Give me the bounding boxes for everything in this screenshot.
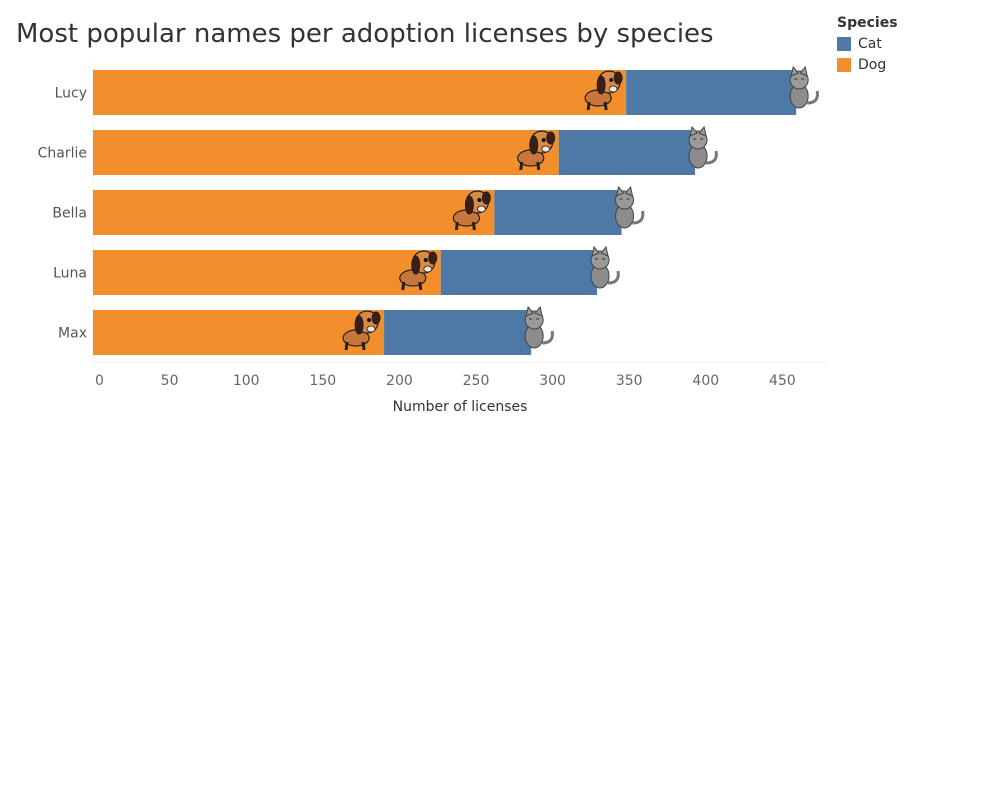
cat-icon [688, 125, 718, 169]
bar-cat[interactable] [494, 190, 622, 235]
legend-swatch-cat [837, 36, 851, 51]
x-tick-label: 0 [95, 373, 104, 389]
bar-dog[interactable] [93, 130, 559, 175]
dog-icon [517, 130, 556, 171]
bar-dog[interactable] [93, 190, 495, 235]
y-tick-label: Charlie [38, 146, 87, 162]
x-tick-label: 200 [386, 373, 413, 389]
bar-cat[interactable] [626, 70, 797, 115]
bar-cat[interactable] [384, 310, 532, 355]
cat-icon [615, 185, 645, 229]
dog-icon [584, 70, 623, 111]
x-tick-label: 450 [769, 373, 796, 389]
legend[interactable]: Species Cat Dog [837, 15, 898, 75]
bar-dog[interactable] [93, 310, 385, 355]
legend-item-dog[interactable]: Dog [837, 54, 898, 75]
legend-title: Species [837, 15, 898, 31]
bar-dog[interactable] [93, 250, 441, 295]
dog-icon [399, 250, 438, 291]
x-tick-label: 250 [463, 373, 490, 389]
bar-cat[interactable] [558, 130, 696, 175]
cat-icon [590, 245, 620, 289]
legend-swatch-dog [837, 57, 851, 72]
y-tick-label: Luna [53, 266, 87, 282]
cat-icon [789, 65, 819, 109]
dog-icon [452, 190, 491, 231]
bar-cat[interactable] [440, 250, 598, 295]
cat-icon [524, 305, 554, 349]
x-axis-label: Number of licenses [392, 399, 528, 415]
x-tick-label: 50 [161, 373, 179, 389]
x-tick-label: 350 [616, 373, 643, 389]
x-tick-label: 400 [692, 373, 719, 389]
bar-dog[interactable] [93, 70, 627, 115]
x-tick-label: 300 [539, 373, 566, 389]
dog-icon [342, 310, 381, 351]
legend-label-cat: Cat [858, 35, 882, 52]
y-tick-label: Lucy [55, 86, 87, 102]
legend-label-dog: Dog [858, 56, 887, 73]
x-tick-label: 150 [309, 373, 336, 389]
y-tick-label: Bella [52, 206, 87, 222]
x-tick-label: 100 [233, 373, 260, 389]
legend-item-cat[interactable]: Cat [837, 33, 898, 54]
chart-title: Most popular names per adoption licenses… [16, 19, 714, 49]
y-tick-label: Max [58, 326, 87, 342]
